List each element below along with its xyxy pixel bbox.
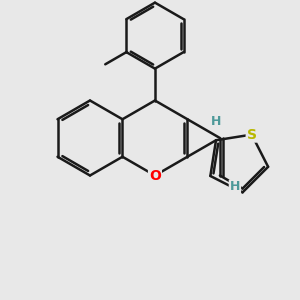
Text: O: O: [149, 169, 161, 182]
Text: S: S: [247, 128, 257, 142]
Text: H: H: [211, 115, 221, 128]
Text: H: H: [230, 180, 240, 194]
